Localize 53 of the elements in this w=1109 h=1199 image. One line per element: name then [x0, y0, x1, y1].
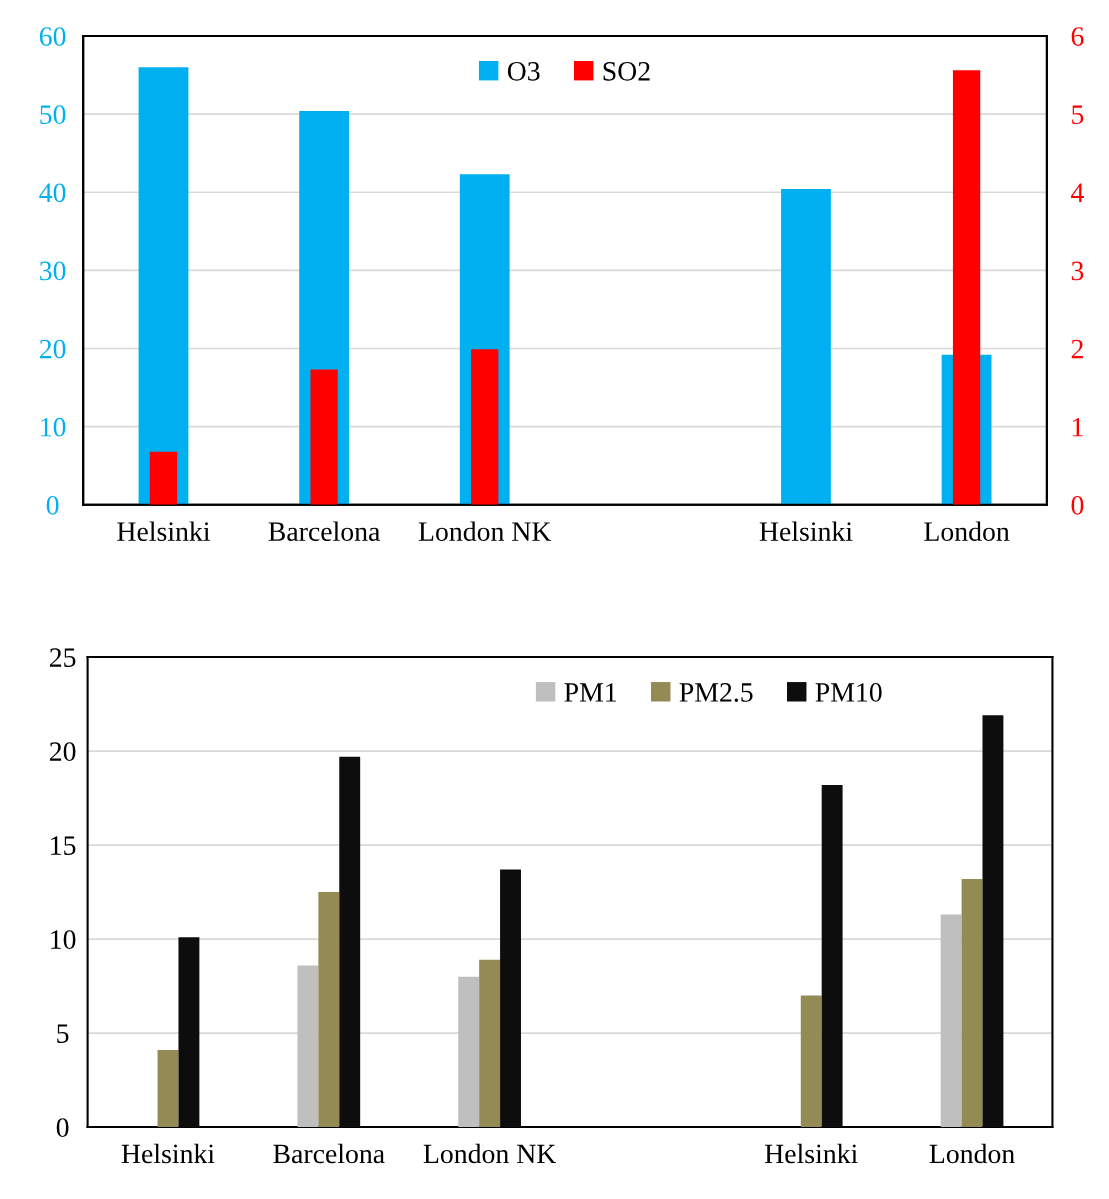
bar	[961, 878, 983, 1128]
y2-tick-label: 0	[1071, 495, 1084, 515]
legend-label: PM2.5	[679, 683, 753, 702]
bar	[297, 965, 319, 1128]
y-tick-label: 25	[49, 648, 76, 667]
y-tick-label: 10	[51, 930, 76, 949]
bar	[800, 995, 822, 1128]
y2-tick-label: 4	[1071, 183, 1084, 202]
x-tick-label: London NK	[418, 521, 552, 541]
y-tick-label: 10	[41, 417, 66, 437]
legend-label: O3	[507, 62, 540, 81]
bar	[821, 784, 843, 1128]
y-tick-label: 0	[56, 1118, 69, 1137]
y-tick-label: 20	[49, 742, 76, 761]
x-tick-label: Helsinki	[117, 521, 211, 541]
bar	[479, 959, 501, 1128]
x-tick-label: Helsinki	[759, 521, 853, 541]
x-tick-label: London NK	[423, 1143, 557, 1164]
bar	[157, 1049, 179, 1128]
x-tick-label: Barcelona	[273, 1143, 385, 1164]
y2-tick-label: 1	[1072, 417, 1083, 437]
y-tick-label: 15	[51, 836, 76, 855]
x-tick-label: Helsinki	[121, 1143, 215, 1164]
x-tick-label: London	[929, 1143, 1015, 1164]
bar	[138, 67, 189, 505]
y2-tick-label: 2	[1071, 339, 1083, 359]
y2-tick-label: 5	[1072, 105, 1084, 125]
x-tick-label: London	[924, 521, 1010, 541]
y-tick-label: 5	[57, 1024, 69, 1043]
legend-label: SO2	[603, 62, 650, 81]
legend-label: PM1	[564, 683, 617, 702]
bar	[339, 756, 361, 1128]
bar	[458, 976, 480, 1128]
y-tick-label: 0	[46, 495, 59, 515]
bar	[310, 369, 338, 505]
y-tick-label: 50	[40, 105, 66, 125]
y-tick-label: 20	[39, 339, 66, 359]
x-tick-label: Helsinki	[764, 1143, 858, 1164]
y2-tick-label: 6	[1071, 27, 1084, 46]
bar	[178, 937, 200, 1128]
y-tick-label: 30	[40, 261, 66, 281]
y2-tick-label: 3	[1071, 261, 1084, 281]
y-tick-label: 40	[39, 183, 66, 203]
bar	[781, 189, 831, 505]
x-tick-label: Barcelona	[268, 521, 381, 541]
bar	[471, 349, 499, 505]
bar	[500, 869, 521, 1128]
bar	[149, 451, 178, 505]
bar	[982, 715, 1004, 1128]
legend-label: PM10	[815, 683, 882, 702]
bar	[318, 892, 340, 1128]
bar	[940, 914, 962, 1128]
y-tick-label: 60	[39, 27, 66, 46]
